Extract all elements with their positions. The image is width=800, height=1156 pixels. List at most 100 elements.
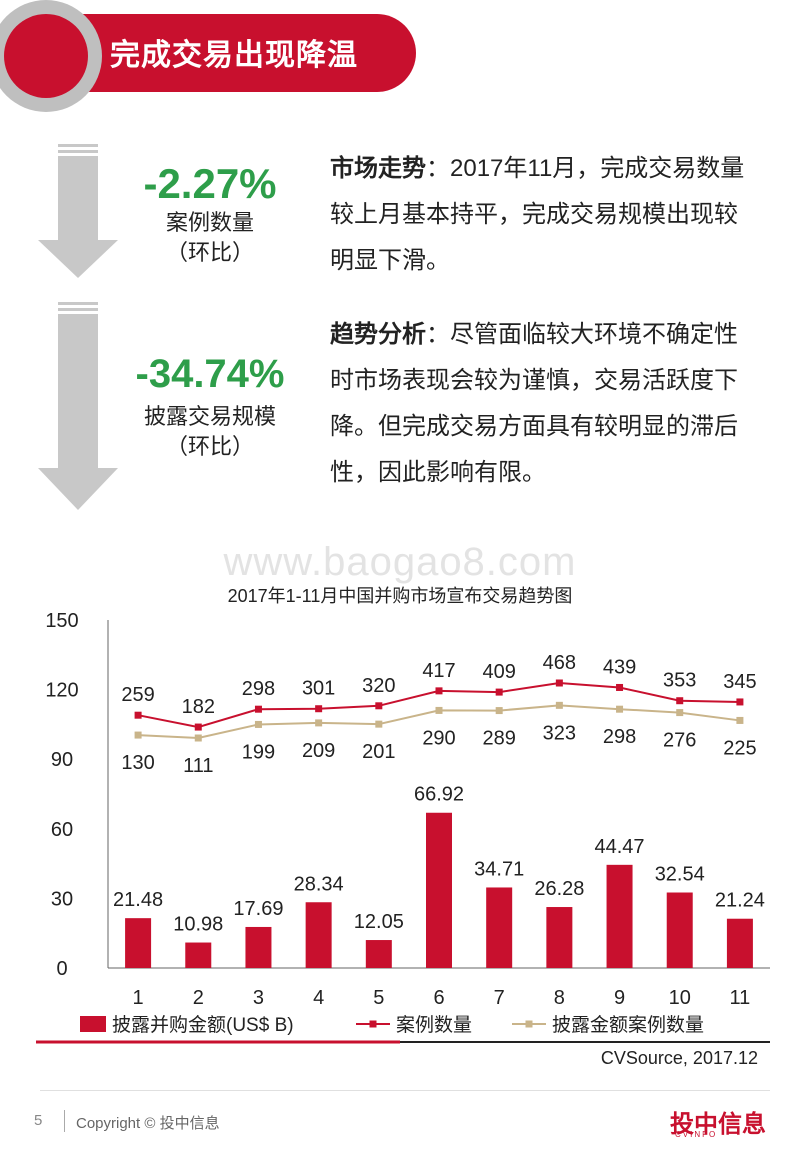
case-count-marker [736,698,744,706]
disclosed-case-count-marker [435,706,443,714]
y-tick-label: 120 [45,680,78,702]
bar [486,887,513,968]
disclosed-case-count-data-label: 290 [422,727,455,749]
disclosed-case-count-data-label: 111 [183,755,213,777]
disclosed-case-count-data-label: 130 [121,752,154,774]
x-tick-label: 8 [554,987,565,1009]
stat-sub-deal-size: （环比） [165,434,254,459]
case-count-data-label: 259 [121,684,154,706]
case-count-data-label: 182 [182,696,215,718]
stat-label-deal-size: 披露交易规模 [143,404,276,429]
disclosed-case-count-data-label: 225 [723,737,756,759]
legend-line2-label: 披露金额案例数量 [552,1014,704,1036]
bar-data-label: 21.24 [715,890,765,912]
bar-data-label: 32.54 [655,864,705,886]
trend-analysis-heading: 趋势分析 [330,321,426,348]
stat-value-case-count: -2.27% [143,160,277,207]
case-count-marker [315,705,323,713]
stat-value-deal-size: -34.74% [135,352,285,396]
x-tick-label: 1 [133,987,144,1009]
down-arrow-icon [38,302,118,512]
case-count-data-label: 409 [482,661,515,683]
case-count-marker [616,683,624,691]
case-count-marker [435,687,443,695]
disclosed-case-count-data-label: 323 [543,722,576,744]
disclosed-case-count-data-label: 199 [242,741,275,763]
bar-data-label: 34.71 [474,858,524,880]
disclosed-case-count-data-label: 276 [663,730,696,752]
bar-data-label: 12.05 [354,911,404,933]
case-count-data-label: 298 [242,678,275,700]
bar-data-label: 21.48 [113,889,163,911]
down-arrow-icon [38,144,118,280]
source-text: CVSource, 2017.12 [600,1048,758,1068]
y-tick-label: 30 [51,888,73,910]
case-count-marker [555,679,563,687]
disclosed-case-count-marker [495,707,503,715]
x-tick-label: 6 [433,987,444,1009]
stat-label-case-count: 案例数量 [165,210,254,235]
legend-bar-swatch [80,1016,106,1032]
y-tick-label: 60 [51,819,73,841]
page-title: 完成交易出现降温 [110,39,358,72]
disclosed-case-count-marker [315,719,323,727]
bar [606,864,633,968]
disclosed-case-count-marker [375,720,383,728]
trend-analysis-sep: ： [426,321,450,348]
trend-analysis-body: 尽管面临较大环境不确定性时市场表现会较为谨慎，交易活跃度下降。但完成交易方面具有… [330,321,738,486]
x-tick-label: 4 [313,987,324,1009]
disclosed-case-count-data-label: 289 [482,728,515,750]
disclosed-case-count-marker [254,720,262,728]
chart-title: 2017年1-11月中国并购市场宣布交易趋势图 [227,586,573,606]
market-trend-sep: ： [426,155,450,182]
x-tick-label: 10 [669,987,691,1009]
x-tick-label: 11 [730,987,751,1009]
bar [185,942,212,968]
y-tick-label: 150 [45,610,78,632]
legend-line2-marker [525,1020,533,1028]
legend-bar-label: 披露并购金额(US$ B) [112,1014,294,1036]
case-count-marker [495,688,503,696]
y-tick-label: 90 [51,749,73,771]
trend-analysis-paragraph: 趋势分析：尽管面临较大环境不确定性时市场表现会较为谨慎，交易活跃度下降。但完成交… [330,312,760,496]
footer-separator [64,1110,65,1132]
bar [365,940,392,968]
bar [125,918,152,968]
case-count-data-label: 345 [723,671,756,693]
legend-line1-marker [369,1020,377,1028]
legend-line1-label: 案例数量 [396,1014,472,1036]
bar [546,907,573,968]
bar-data-label: 44.47 [595,836,645,858]
case-count-data-label: 468 [543,652,576,674]
disclosed-case-count-marker [194,734,202,742]
x-tick-label: 3 [253,987,264,1009]
market-trend-body: 2017年11月，完成交易数量较上月基本持平，完成交易规模出现较明显下滑。 [330,155,745,274]
y-tick-label: 0 [56,958,67,980]
market-trend-paragraph: 市场走势：2017年11月，完成交易数量较上月基本持平，完成交易规模出现较明显下… [330,146,760,284]
bar-data-label: 17.69 [233,898,283,920]
case-count-data-label: 320 [362,675,395,697]
case-count-data-label: 353 [663,670,696,692]
disclosed-case-count-marker [676,709,684,717]
copyright-text: Copyright © 投中信息 [76,1115,220,1132]
disclosed-case-count-marker [555,701,563,709]
disclosed-case-count-data-label: 201 [362,741,395,763]
disclosed-case-count-data-label: 298 [603,726,636,748]
market-trend-heading: 市场走势 [330,155,426,182]
disclosed-case-count-marker [134,731,142,739]
case-count-data-label: 439 [603,656,636,678]
bar [666,892,693,968]
case-count-marker [134,711,142,719]
case-count-marker [194,723,202,731]
bar [726,918,753,968]
x-tick-label: 9 [614,987,625,1009]
bar [426,812,452,968]
stat-sub-case-count: （环比） [165,240,254,265]
x-tick-label: 7 [494,987,505,1009]
header-circle-inner [4,14,88,98]
footer-divider [40,1090,770,1091]
case-count-data-label: 417 [422,660,455,682]
bar-data-label: 10.98 [173,914,223,936]
case-count-marker [676,697,684,705]
